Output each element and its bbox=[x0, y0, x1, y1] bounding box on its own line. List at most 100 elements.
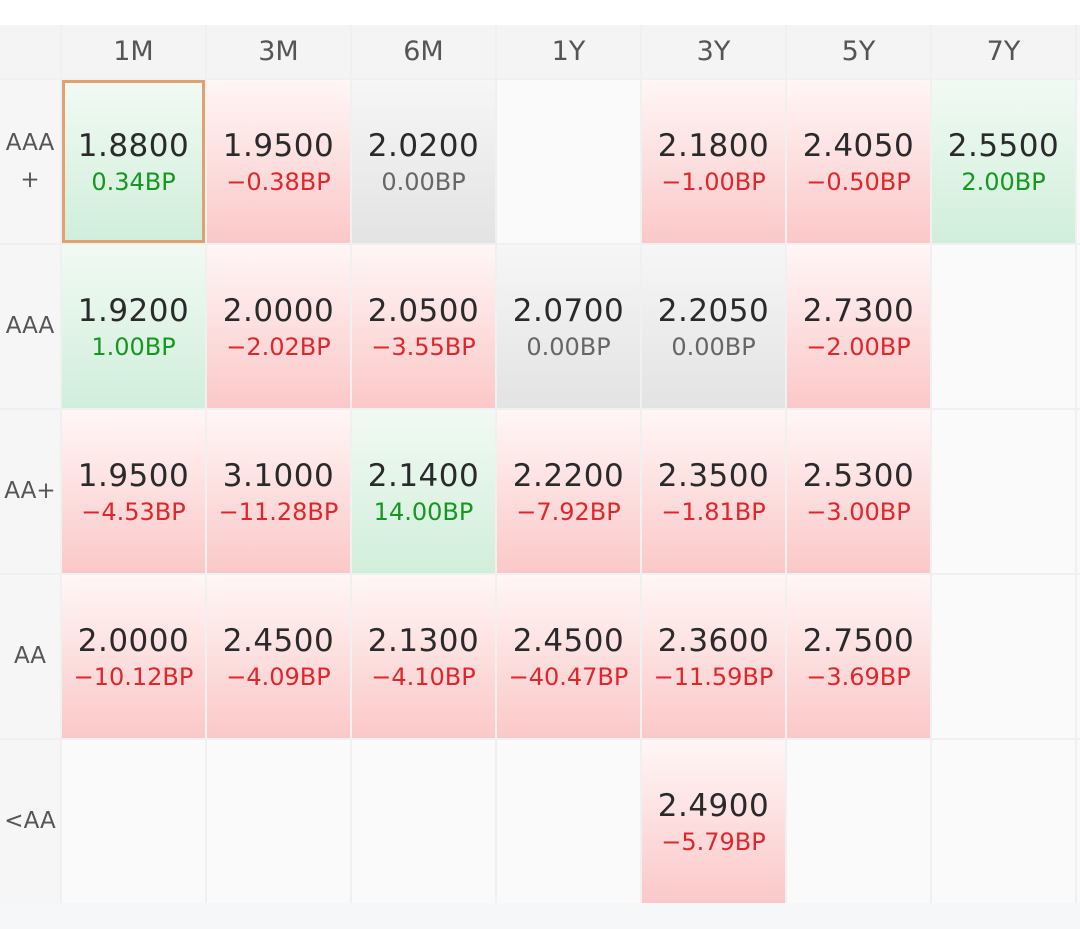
yield-cell[interactable]: 2.1400 14.00BP bbox=[352, 410, 495, 573]
yield-cell[interactable]: 2.0500 −3.55BP bbox=[352, 245, 495, 408]
yield-cell[interactable]: 2.7500 −3.69BP bbox=[787, 575, 930, 738]
yield-change: 0.34BP bbox=[91, 167, 176, 196]
yield-value: 2.7300 bbox=[802, 292, 915, 329]
yield-cell[interactable]: 1.8800 0.34BP bbox=[62, 80, 205, 243]
yield-cell[interactable]: 1.9200 1.00BP bbox=[62, 245, 205, 408]
empty-cell bbox=[932, 740, 1075, 903]
yield-change: −11.59BP bbox=[653, 662, 774, 691]
yield-value: 2.4500 bbox=[512, 622, 625, 659]
row-label: AA bbox=[0, 575, 60, 738]
yield-value: 2.1300 bbox=[367, 622, 480, 659]
yield-value: 2.4500 bbox=[222, 622, 335, 659]
yield-value: 1.9500 bbox=[222, 127, 335, 164]
yield-cell[interactable]: 2.4500 −40.47BP bbox=[497, 575, 640, 738]
row-filler bbox=[1077, 410, 1080, 573]
empty-cell bbox=[787, 740, 930, 903]
yield-cell[interactable]: 2.5500 2.00BP bbox=[932, 80, 1075, 243]
yield-cell[interactable]: 2.5300 −3.00BP bbox=[787, 410, 930, 573]
yield-change: 0.00BP bbox=[381, 167, 466, 196]
yield-change: −1.81BP bbox=[661, 497, 766, 526]
yield-value: 2.0700 bbox=[512, 292, 625, 329]
empty-cell bbox=[497, 740, 640, 903]
yield-value: 2.3500 bbox=[657, 457, 770, 494]
column-header-3M[interactable]: 3M bbox=[207, 25, 350, 78]
yield-cell[interactable]: 1.9500 −4.53BP bbox=[62, 410, 205, 573]
column-header-1M[interactable]: 1M bbox=[62, 25, 205, 78]
yield-cell[interactable]: 2.4900 −5.79BP bbox=[642, 740, 785, 903]
header-filler bbox=[1077, 25, 1080, 78]
yield-change: −4.10BP bbox=[371, 662, 476, 691]
yield-change: −0.50BP bbox=[806, 167, 911, 196]
yield-cell[interactable]: 3.1000 −11.28BP bbox=[207, 410, 350, 573]
yield-value: 2.1400 bbox=[367, 457, 480, 494]
yield-change: −3.00BP bbox=[806, 497, 911, 526]
row-label: <AA bbox=[0, 740, 60, 903]
yield-value: 2.0500 bbox=[367, 292, 480, 329]
yield-cell[interactable]: 2.0000 −2.02BP bbox=[207, 245, 350, 408]
row-label: AAA + bbox=[0, 80, 60, 243]
empty-cell bbox=[932, 245, 1075, 408]
yield-value: 2.2200 bbox=[512, 457, 625, 494]
column-header-5Y[interactable]: 5Y bbox=[787, 25, 930, 78]
column-header-7Y[interactable]: 7Y bbox=[932, 25, 1075, 78]
yield-cell[interactable]: 2.1300 −4.10BP bbox=[352, 575, 495, 738]
row-label: AA+ bbox=[0, 410, 60, 573]
yield-value: 1.9500 bbox=[77, 457, 190, 494]
yield-cell[interactable]: 2.0000 −10.12BP bbox=[62, 575, 205, 738]
empty-cell bbox=[62, 740, 205, 903]
yield-cell[interactable]: 2.2050 0.00BP bbox=[642, 245, 785, 408]
empty-cell bbox=[932, 410, 1075, 573]
yield-change: −4.09BP bbox=[226, 662, 331, 691]
empty-cell bbox=[932, 575, 1075, 738]
corner-header bbox=[0, 25, 60, 78]
yield-change: −5.79BP bbox=[661, 827, 766, 856]
yield-change: −4.53BP bbox=[81, 497, 186, 526]
yield-change: 1.00BP bbox=[91, 332, 176, 361]
yield-change: 14.00BP bbox=[373, 497, 474, 526]
yield-value: 2.0000 bbox=[77, 622, 190, 659]
yield-cell[interactable]: 2.7300 −2.00BP bbox=[787, 245, 930, 408]
yield-value: 2.3600 bbox=[657, 622, 770, 659]
yield-cell[interactable]: 2.4500 −4.09BP bbox=[207, 575, 350, 738]
column-header-3Y[interactable]: 3Y bbox=[642, 25, 785, 78]
yield-change: −3.69BP bbox=[806, 662, 911, 691]
yield-cell[interactable]: 1.9500 −0.38BP bbox=[207, 80, 350, 243]
yield-change: −10.12BP bbox=[73, 662, 194, 691]
empty-cell bbox=[207, 740, 350, 903]
yield-change: −3.55BP bbox=[371, 332, 476, 361]
row-label: AAA bbox=[0, 245, 60, 408]
yield-change: −40.47BP bbox=[508, 662, 629, 691]
yield-cell[interactable]: 2.3500 −1.81BP bbox=[642, 410, 785, 573]
yield-change: −0.38BP bbox=[226, 167, 331, 196]
column-header-1Y[interactable]: 1Y bbox=[497, 25, 640, 78]
yield-value: 1.9200 bbox=[77, 292, 190, 329]
yield-cell[interactable]: 2.1800 −1.00BP bbox=[642, 80, 785, 243]
empty-cell bbox=[497, 80, 640, 243]
yield-change: 2.00BP bbox=[961, 167, 1046, 196]
yield-cell[interactable]: 2.2200 −7.92BP bbox=[497, 410, 640, 573]
empty-cell bbox=[352, 740, 495, 903]
yield-cell[interactable]: 2.3600 −11.59BP bbox=[642, 575, 785, 738]
yield-value: 2.7500 bbox=[802, 622, 915, 659]
yield-value: 2.4050 bbox=[802, 127, 915, 164]
yield-cell[interactable]: 2.0700 0.00BP bbox=[497, 245, 640, 408]
yield-value: 2.0200 bbox=[367, 127, 480, 164]
row-filler bbox=[1077, 575, 1080, 738]
footer-bar bbox=[0, 903, 1080, 929]
yield-change: −2.00BP bbox=[806, 332, 911, 361]
yield-change: −1.00BP bbox=[661, 167, 766, 196]
yield-value: 2.1800 bbox=[657, 127, 770, 164]
yield-value: 2.4900 bbox=[657, 787, 770, 824]
yield-cell[interactable]: 2.4050 −0.50BP bbox=[787, 80, 930, 243]
yield-cell[interactable]: 2.0200 0.00BP bbox=[352, 80, 495, 243]
yield-value: 3.1000 bbox=[222, 457, 335, 494]
yield-value: 1.8800 bbox=[77, 127, 190, 164]
yield-value: 2.0000 bbox=[222, 292, 335, 329]
yield-change: −11.28BP bbox=[218, 497, 339, 526]
yield-change: −2.02BP bbox=[226, 332, 331, 361]
yield-value: 2.5300 bbox=[802, 457, 915, 494]
yield-change: 0.00BP bbox=[526, 332, 611, 361]
column-header-6M[interactable]: 6M bbox=[352, 25, 495, 78]
yield-change: −7.92BP bbox=[516, 497, 621, 526]
yield-value: 2.5500 bbox=[947, 127, 1060, 164]
